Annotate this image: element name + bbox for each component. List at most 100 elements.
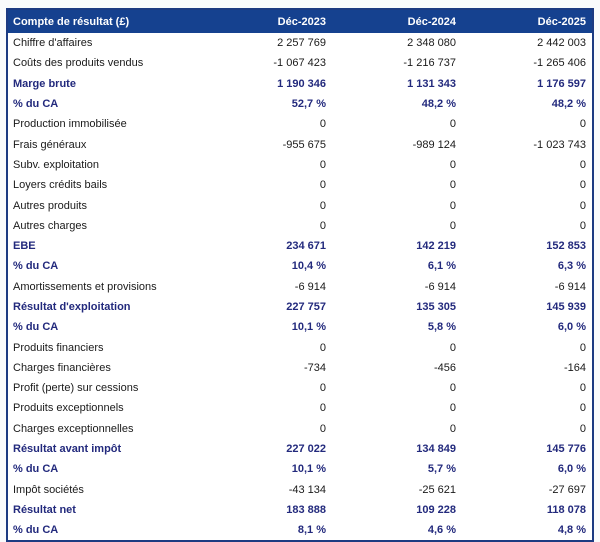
row-value: -6 914 — [294, 280, 326, 293]
row-value: 183 888 — [286, 503, 326, 516]
table-row: Frais généraux -955 675 -989 124 -1 023 743 — [8, 134, 592, 154]
table-row: % du CA 10,4 % 6,1 % 6,3 % — [8, 256, 592, 276]
row-label: EBE — [13, 240, 36, 253]
row-value: 135 305 — [416, 301, 456, 313]
row-value: -164 — [563, 361, 586, 374]
row-value: 0 — [449, 199, 456, 212]
table-row: Charges exceptionnelles 0 0 0 — [8, 419, 592, 439]
row-value: 0 — [449, 158, 456, 171]
row-value: 1 131 343 — [407, 77, 456, 90]
table-row: Production immobilisée 0 0 0 — [8, 114, 592, 134]
table-body: Chiffre d'affaires 2 257 769 2 348 080 2 44… — [8, 33, 592, 540]
row-value: 52,7 % — [291, 98, 326, 111]
row-value: -43 134 — [288, 483, 326, 496]
table-row: Produits exceptionnels 0 0 0 — [8, 398, 592, 418]
row-value: 10,1 % — [291, 321, 326, 334]
row-value: 0 — [449, 179, 456, 192]
row-value: 0 — [579, 179, 586, 192]
row-value: -734 — [303, 361, 326, 374]
row-label: Production immobilisée — [13, 118, 127, 131]
row-label: Produits financiers — [13, 341, 104, 354]
row-value: 0 — [319, 422, 326, 435]
table-row: Résultat net 183 888 109 228 118 078 — [8, 500, 592, 520]
row-value: 6,3 % — [557, 260, 586, 273]
row-value: -1 067 423 — [273, 57, 326, 70]
row-label: Subv. exploitation — [13, 158, 100, 171]
row-label: Charges financières — [13, 361, 111, 374]
row-value: 0 — [579, 402, 586, 415]
row-label: Chiffre d'affaires — [13, 37, 93, 50]
row-value: 0 — [319, 382, 326, 395]
table-row: Résultat d'exploitation 227 757 135 305 145… — [8, 297, 592, 317]
row-value: 0 — [579, 219, 586, 232]
row-value: 0 — [579, 118, 586, 131]
row-label: Marge brute — [13, 77, 76, 90]
row-value: -6 914 — [554, 280, 586, 293]
table-row: % du CA 10,1 % 5,8 % 6,0 % — [8, 317, 592, 337]
column-header-dec-2023: Déc-2023 — [202, 10, 332, 33]
table-row: % du CA 10,1 % 5,7 % 6,0 % — [8, 459, 592, 479]
row-label: Frais généraux — [13, 138, 87, 151]
row-label: Autres charges — [13, 219, 87, 232]
row-label: Amortissements et provisions — [13, 280, 157, 293]
row-value: 5,7 % — [427, 463, 456, 476]
row-value: 2 442 003 — [537, 37, 586, 50]
row-label: % du CA — [13, 524, 59, 537]
table-header-row: Compte de résultat (£) Déc-2023 Déc-2024… — [8, 10, 592, 33]
row-value: 145 939 — [546, 301, 586, 313]
table-row: % du CA 52,7 % 48,2 % 48,2 % — [8, 94, 592, 114]
row-value: 6,0 % — [557, 463, 586, 476]
row-value: 5,8 % — [427, 321, 456, 334]
table-row: Subv. exploitation 0 0 0 — [8, 155, 592, 175]
column-header-dec-2024: Déc-2024 — [332, 10, 462, 33]
row-label: Charges exceptionnelles — [13, 422, 134, 435]
table-row: Résultat avant impôt 227 022 134 849 145 77… — [8, 439, 592, 459]
row-value: 0 — [579, 158, 586, 171]
row-label: Impôt sociétés — [13, 483, 84, 496]
row-value: 8,1 % — [297, 524, 326, 537]
row-label: Résultat net — [13, 503, 76, 516]
row-value: 2 257 769 — [277, 37, 326, 50]
row-value: -989 124 — [412, 138, 456, 151]
row-label: % du CA — [13, 98, 59, 111]
row-value: 0 — [449, 341, 456, 354]
table-row: Loyers crédits bails 0 0 0 — [8, 175, 592, 195]
row-value: 0 — [449, 402, 456, 415]
row-value: 6,1 % — [427, 260, 456, 273]
row-label: Produits exceptionnels — [13, 402, 124, 415]
row-value: 145 776 — [546, 443, 586, 456]
row-value: 0 — [449, 382, 456, 395]
row-value: 0 — [319, 179, 326, 192]
row-label: % du CA — [13, 463, 59, 476]
row-value: 2 348 080 — [407, 37, 456, 50]
row-value: -456 — [433, 361, 456, 374]
row-value: -1 265 406 — [533, 57, 586, 70]
row-value: -1 216 737 — [403, 57, 456, 70]
row-value: 109 228 — [416, 503, 456, 516]
row-value: -25 621 — [418, 483, 456, 496]
table-row: Impôt sociétés -43 134 -25 621 -27 697 — [8, 480, 592, 500]
row-value: 6,0 % — [557, 321, 586, 334]
row-value: 227 757 — [286, 301, 326, 313]
row-value: 0 — [579, 199, 586, 212]
row-value: 0 — [579, 422, 586, 435]
row-value: 142 219 — [416, 240, 456, 253]
row-value: 0 — [449, 219, 456, 232]
row-value: 4,6 % — [427, 524, 456, 537]
row-value: -1 023 743 — [533, 138, 586, 151]
row-value: 118 078 — [546, 503, 586, 516]
row-label: Profit (perte) sur cessions — [13, 382, 139, 395]
row-value: 0 — [579, 382, 586, 395]
row-value: 0 — [319, 341, 326, 354]
row-label: Loyers crédits bails — [13, 179, 108, 192]
row-label: % du CA — [13, 321, 59, 334]
row-value: 48,2 % — [421, 98, 456, 111]
table-title: Compte de résultat (£) — [8, 10, 202, 33]
table-row: Produits financiers 0 0 0 — [8, 337, 592, 357]
column-header-dec-2025: Déc-2025 — [462, 10, 592, 33]
row-value: 10,4 % — [291, 260, 326, 273]
row-value: 152 853 — [546, 240, 586, 253]
table-row: Profit (perte) sur cessions 0 0 0 — [8, 378, 592, 398]
table-row: Autres charges 0 0 0 — [8, 216, 592, 236]
table-row: EBE 234 671 142 219 152 853 — [8, 236, 592, 256]
